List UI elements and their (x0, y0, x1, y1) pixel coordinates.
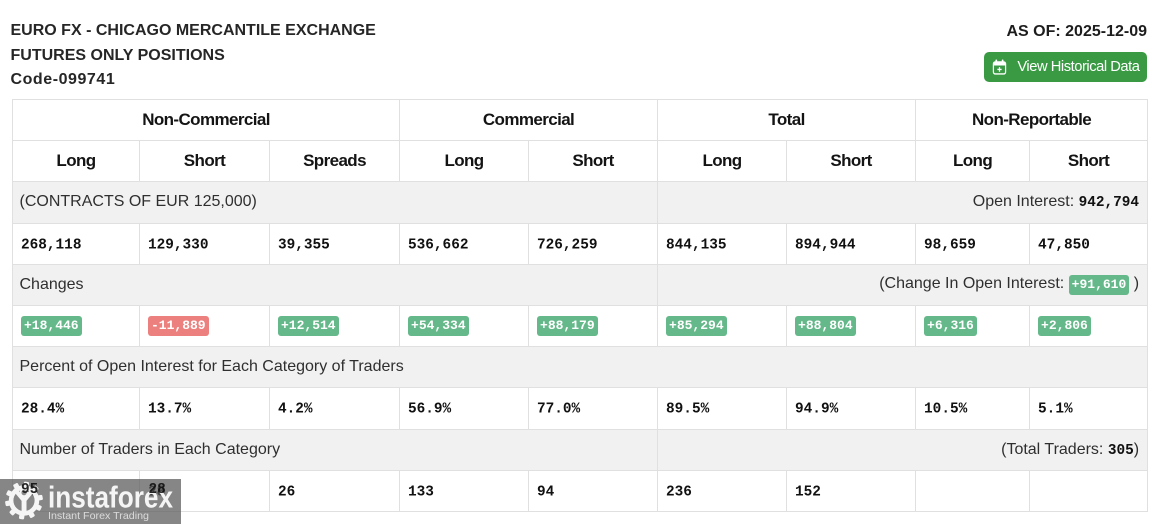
svg-text:Instant Forex Trading: Instant Forex Trading (48, 510, 149, 522)
svg-text:instaforex: instaforex (48, 480, 174, 515)
